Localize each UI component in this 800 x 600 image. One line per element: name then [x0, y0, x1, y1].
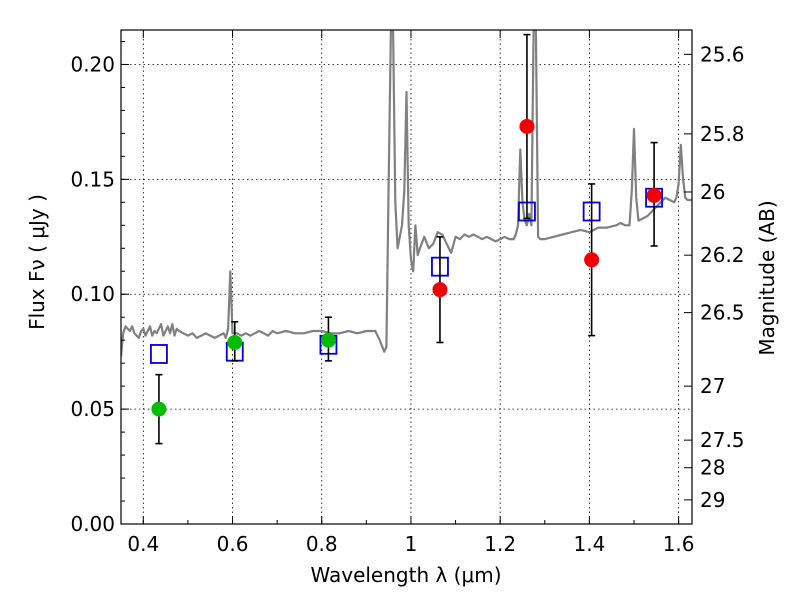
data-point-red — [432, 282, 448, 298]
data-point-red — [646, 187, 662, 203]
right-tick-label: 26.5 — [700, 301, 745, 325]
model-square-point — [150, 344, 168, 364]
data-point-red — [519, 119, 535, 135]
plot-frame — [120, 29, 693, 525]
y-axis-right-label: Magnitude (AB) — [755, 200, 779, 355]
right-tick-label: 25.8 — [700, 122, 745, 146]
data-point-green — [320, 332, 336, 348]
data-point-green — [227, 334, 243, 350]
x-axis-label: Wavelength λ (μm) — [310, 563, 501, 587]
axis-ticks: 0.4 0.6 0.8 1 1.2 1.4 1.6 0.00 0.05 0.10 0.15 0.20 2… — [70, 30, 745, 556]
right-tick-label: 28 — [700, 456, 725, 480]
x-tick-label: 0.6 — [217, 532, 249, 556]
right-tick-label: 26 — [700, 180, 725, 204]
x-tick-label: 1.2 — [484, 532, 516, 556]
x-tick-label: 0.8 — [306, 532, 338, 556]
data-point-red — [584, 252, 600, 268]
y-tick-label: 0.15 — [70, 167, 115, 191]
right-tick-label: 29 — [700, 488, 725, 512]
y-tick-label: 0.00 — [70, 512, 115, 536]
y-tick-label: 0.10 — [70, 282, 115, 306]
x-tick-label: 1.4 — [573, 532, 605, 556]
x-tick-label: 0.4 — [127, 532, 159, 556]
plot-area — [121, 30, 692, 445]
right-tick-label: 25.6 — [700, 42, 745, 66]
right-tick-label: 27 — [700, 374, 725, 398]
y-tick-label: 0.20 — [70, 52, 115, 76]
data-point-green — [151, 401, 167, 417]
y-axis-label: Flux Fν ( μJy ) — [25, 194, 49, 330]
x-tick-label: 1.6 — [663, 532, 695, 556]
y-tick-label: 0.05 — [70, 397, 115, 421]
x-tick-label: 1 — [405, 532, 418, 556]
template-spectrum-line — [121, 30, 692, 357]
right-tick-label: 27.5 — [700, 428, 745, 452]
right-tick-label: 26.2 — [700, 243, 745, 267]
